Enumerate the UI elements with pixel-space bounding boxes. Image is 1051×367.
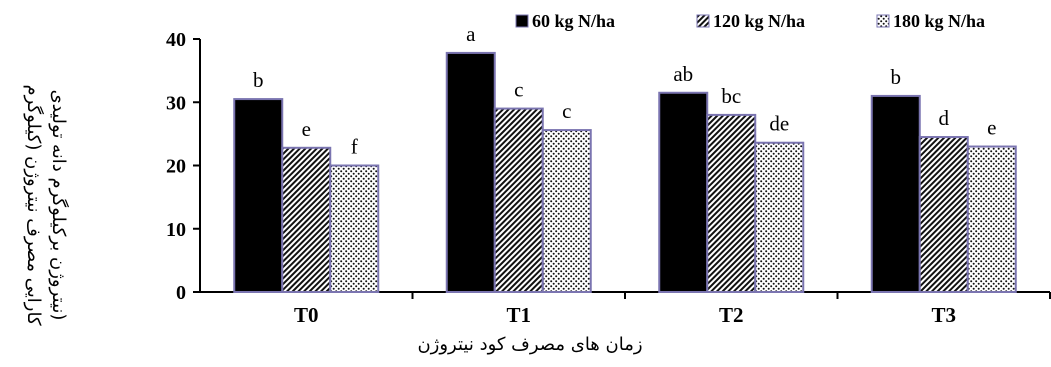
x-tick-label: T2 — [719, 303, 744, 327]
legend: 60 kg N/ha 120 kg N/ha 180 kg N/ha — [515, 11, 985, 31]
significance-letter: bc — [721, 84, 741, 108]
bar-t1-series-3 — [541, 129, 592, 293]
legend-label-120: 120 kg N/ha — [713, 11, 805, 31]
bar-t3-series-3 — [966, 145, 1017, 293]
significance-letter: e — [302, 117, 311, 141]
y-tick-label: 10 — [166, 219, 186, 241]
y-tick-label: 30 — [166, 92, 186, 114]
bar-t1-series-1 — [445, 51, 496, 294]
y-tick-label: 20 — [166, 156, 186, 178]
x-tick-label: T3 — [931, 303, 956, 327]
significance-letter: d — [939, 106, 950, 130]
significance-letter: c — [514, 78, 523, 102]
bar-t3-series-2 — [918, 136, 969, 293]
y-ticks: 0 10 20 30 40 — [166, 29, 200, 304]
legend-label-60: 60 kg N/ha — [532, 11, 615, 31]
bar-t2-series-1 — [658, 91, 709, 293]
y-axis-title-line1: کارایی مصرف نیتروژن (کیلوگرم — [23, 84, 45, 326]
y-tick-label: 40 — [166, 29, 186, 51]
y-axis-title-line2: نیتروژن برکیلوگرم دانه تولیدی) — [48, 90, 70, 321]
legend-swatch-60 — [515, 14, 529, 28]
bar-t2-series-2 — [706, 113, 757, 294]
significance-letter: de — [769, 112, 789, 136]
bar-t1-series-2 — [493, 107, 544, 293]
significance-letter: e — [987, 116, 996, 140]
significance-letter: f — [351, 135, 358, 159]
x-tick-label: T1 — [506, 303, 531, 327]
significance-letter: b — [891, 65, 902, 89]
x-axis-title: زمان های مصرف کود نیتروژن — [417, 334, 642, 355]
legend-swatch-180 — [876, 14, 890, 28]
legend-label-180: 180 kg N/ha — [893, 11, 985, 31]
x-tick-label: T0 — [294, 303, 319, 327]
significance-letter: ab — [673, 62, 693, 86]
bar-t2-series-3 — [754, 141, 805, 293]
legend-swatch-120 — [696, 14, 710, 28]
bar-t0-series-2 — [281, 146, 332, 293]
significance-letter: c — [562, 99, 571, 123]
bar-t0-series-3 — [329, 164, 380, 293]
y-tick-label: 0 — [176, 282, 186, 304]
significance-letter: a — [466, 22, 476, 46]
x-ticks: T0 T1 T2 T3 — [294, 292, 1051, 327]
bar-t0-series-1 — [233, 98, 284, 294]
bar-t3-series-1 — [870, 94, 921, 293]
bars-group — [233, 51, 1017, 294]
significance-letter: b — [253, 68, 264, 92]
